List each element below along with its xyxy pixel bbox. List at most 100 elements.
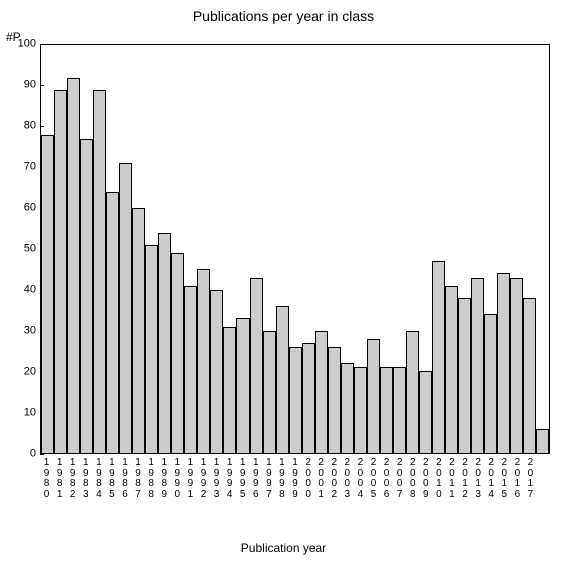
bar [289, 347, 302, 453]
bar-slot [380, 45, 393, 453]
x-tick-label: 2010 [432, 458, 445, 500]
bar [132, 208, 145, 453]
y-tick-label: 20 [6, 367, 36, 378]
y-tick-label: 40 [6, 285, 36, 296]
bar [510, 278, 523, 453]
bar-slot [315, 45, 328, 453]
x-tick-label: 2016 [511, 458, 524, 500]
x-tick-label: 1982 [66, 458, 79, 500]
bar [354, 367, 367, 453]
bar-slot [367, 45, 380, 453]
bar-slot [419, 45, 432, 453]
x-tick-label: 2015 [498, 458, 511, 500]
bar [67, 78, 80, 453]
bar-slot [145, 45, 158, 453]
bar [93, 90, 106, 453]
bar-slot [119, 45, 132, 453]
y-tick-mark [40, 454, 44, 455]
bar [536, 429, 549, 453]
x-axis-label: Publication year [0, 541, 567, 555]
chart-container: Publications per year in class #P 010203… [0, 0, 567, 567]
bar [315, 331, 328, 453]
x-tick-label: 2017 [524, 458, 537, 500]
bar-slot [276, 45, 289, 453]
bar [184, 286, 197, 453]
bar [406, 331, 419, 453]
bar-slot [41, 45, 54, 453]
bar-slot [158, 45, 171, 453]
x-tick-label: 2008 [406, 458, 419, 500]
x-tick-label: 1987 [132, 458, 145, 500]
bar-slot [393, 45, 406, 453]
bar [106, 192, 119, 453]
bar-slot [471, 45, 484, 453]
bar [236, 318, 249, 453]
bar-slot [536, 45, 549, 453]
bar [145, 245, 158, 453]
bar [367, 339, 380, 453]
bar [158, 233, 171, 453]
x-tick-label: 1999 [288, 458, 301, 500]
x-tick-label: 1994 [223, 458, 236, 500]
bar-slot [80, 45, 93, 453]
bar-slot [184, 45, 197, 453]
x-tick-label: 2007 [393, 458, 406, 500]
bar-slot [510, 45, 523, 453]
bar-slot [484, 45, 497, 453]
bar-slot [354, 45, 367, 453]
y-tick-label: 90 [6, 80, 36, 91]
bar [302, 343, 315, 453]
bar [210, 290, 223, 453]
bar-slot [132, 45, 145, 453]
y-tick-label: 30 [6, 326, 36, 337]
bar-slot [67, 45, 80, 453]
bar [119, 163, 132, 453]
x-tick-label: 2014 [485, 458, 498, 500]
y-ticks: 0102030405060708090100 [0, 44, 40, 454]
y-tick-label: 70 [6, 162, 36, 173]
bar [328, 347, 341, 453]
bar-slot [497, 45, 510, 453]
bar [458, 298, 471, 453]
bar-slot [432, 45, 445, 453]
bar-slot [263, 45, 276, 453]
bar-slot [458, 45, 471, 453]
bar [223, 327, 236, 453]
x-tick-label: 1990 [171, 458, 184, 500]
bar [445, 286, 458, 453]
bar [380, 367, 393, 453]
y-tick-label: 50 [6, 244, 36, 255]
x-tick-label: 2011 [445, 458, 458, 500]
bar [276, 306, 289, 453]
x-tick-label: 1993 [210, 458, 223, 500]
x-tick-label: 2000 [302, 458, 315, 500]
x-tick-label: 2006 [380, 458, 393, 500]
x-tick-label: 2012 [459, 458, 472, 500]
x-tick-label: 1991 [184, 458, 197, 500]
x-tick-label [537, 458, 550, 500]
x-tick-label: 2005 [367, 458, 380, 500]
plot-area [40, 44, 550, 454]
bar-slot [289, 45, 302, 453]
x-tick-label: 1984 [92, 458, 105, 500]
y-tick-label: 100 [6, 39, 36, 50]
bars-group [41, 45, 549, 453]
bar [197, 269, 210, 453]
bar [250, 278, 263, 453]
x-tick-label: 1995 [236, 458, 249, 500]
bar-slot [523, 45, 536, 453]
x-tick-label: 2003 [341, 458, 354, 500]
bar-slot [406, 45, 419, 453]
x-tick-label: 1986 [118, 458, 131, 500]
bar [419, 371, 432, 453]
bar [171, 253, 184, 453]
bar [432, 261, 445, 453]
x-tick-label: 1985 [105, 458, 118, 500]
bar-slot [236, 45, 249, 453]
x-tick-label: 2002 [328, 458, 341, 500]
bar [41, 135, 54, 453]
x-tick-label: 2013 [472, 458, 485, 500]
x-tick-label: 1981 [53, 458, 66, 500]
x-tick-label: 1998 [275, 458, 288, 500]
y-tick-label: 60 [6, 203, 36, 214]
